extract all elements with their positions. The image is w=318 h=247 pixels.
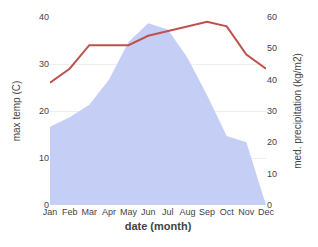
- svg-text:10: 10: [267, 169, 277, 179]
- svg-text:max temp (C): max temp (C): [11, 81, 22, 142]
- svg-text:10: 10: [39, 153, 49, 163]
- svg-text:May: May: [120, 207, 138, 217]
- svg-text:date (month): date (month): [125, 220, 192, 232]
- svg-text:20: 20: [39, 106, 49, 116]
- svg-text:30: 30: [39, 59, 49, 69]
- svg-text:Sep: Sep: [199, 207, 215, 217]
- svg-text:Jan: Jan: [43, 207, 58, 217]
- svg-text:Apr: Apr: [102, 207, 116, 217]
- svg-text:Nov: Nov: [238, 207, 255, 217]
- svg-text:60: 60: [267, 12, 277, 22]
- svg-text:Jul: Jul: [162, 207, 174, 217]
- svg-text:50: 50: [267, 43, 277, 53]
- svg-text:40: 40: [39, 12, 49, 22]
- svg-text:Dec: Dec: [258, 207, 275, 217]
- svg-text:Aug: Aug: [179, 207, 195, 217]
- svg-text:20: 20: [267, 137, 277, 147]
- svg-text:0: 0: [267, 200, 272, 210]
- svg-text:Oct: Oct: [220, 207, 235, 217]
- svg-text:Jun: Jun: [141, 207, 156, 217]
- svg-text:40: 40: [267, 75, 277, 85]
- svg-text:0: 0: [44, 200, 49, 210]
- svg-text:Mar: Mar: [82, 207, 98, 217]
- svg-text:30: 30: [267, 106, 277, 116]
- svg-text:med. precipitation (kg/m2): med. precipitation (kg/m2): [292, 53, 303, 169]
- svg-text:Feb: Feb: [62, 207, 78, 217]
